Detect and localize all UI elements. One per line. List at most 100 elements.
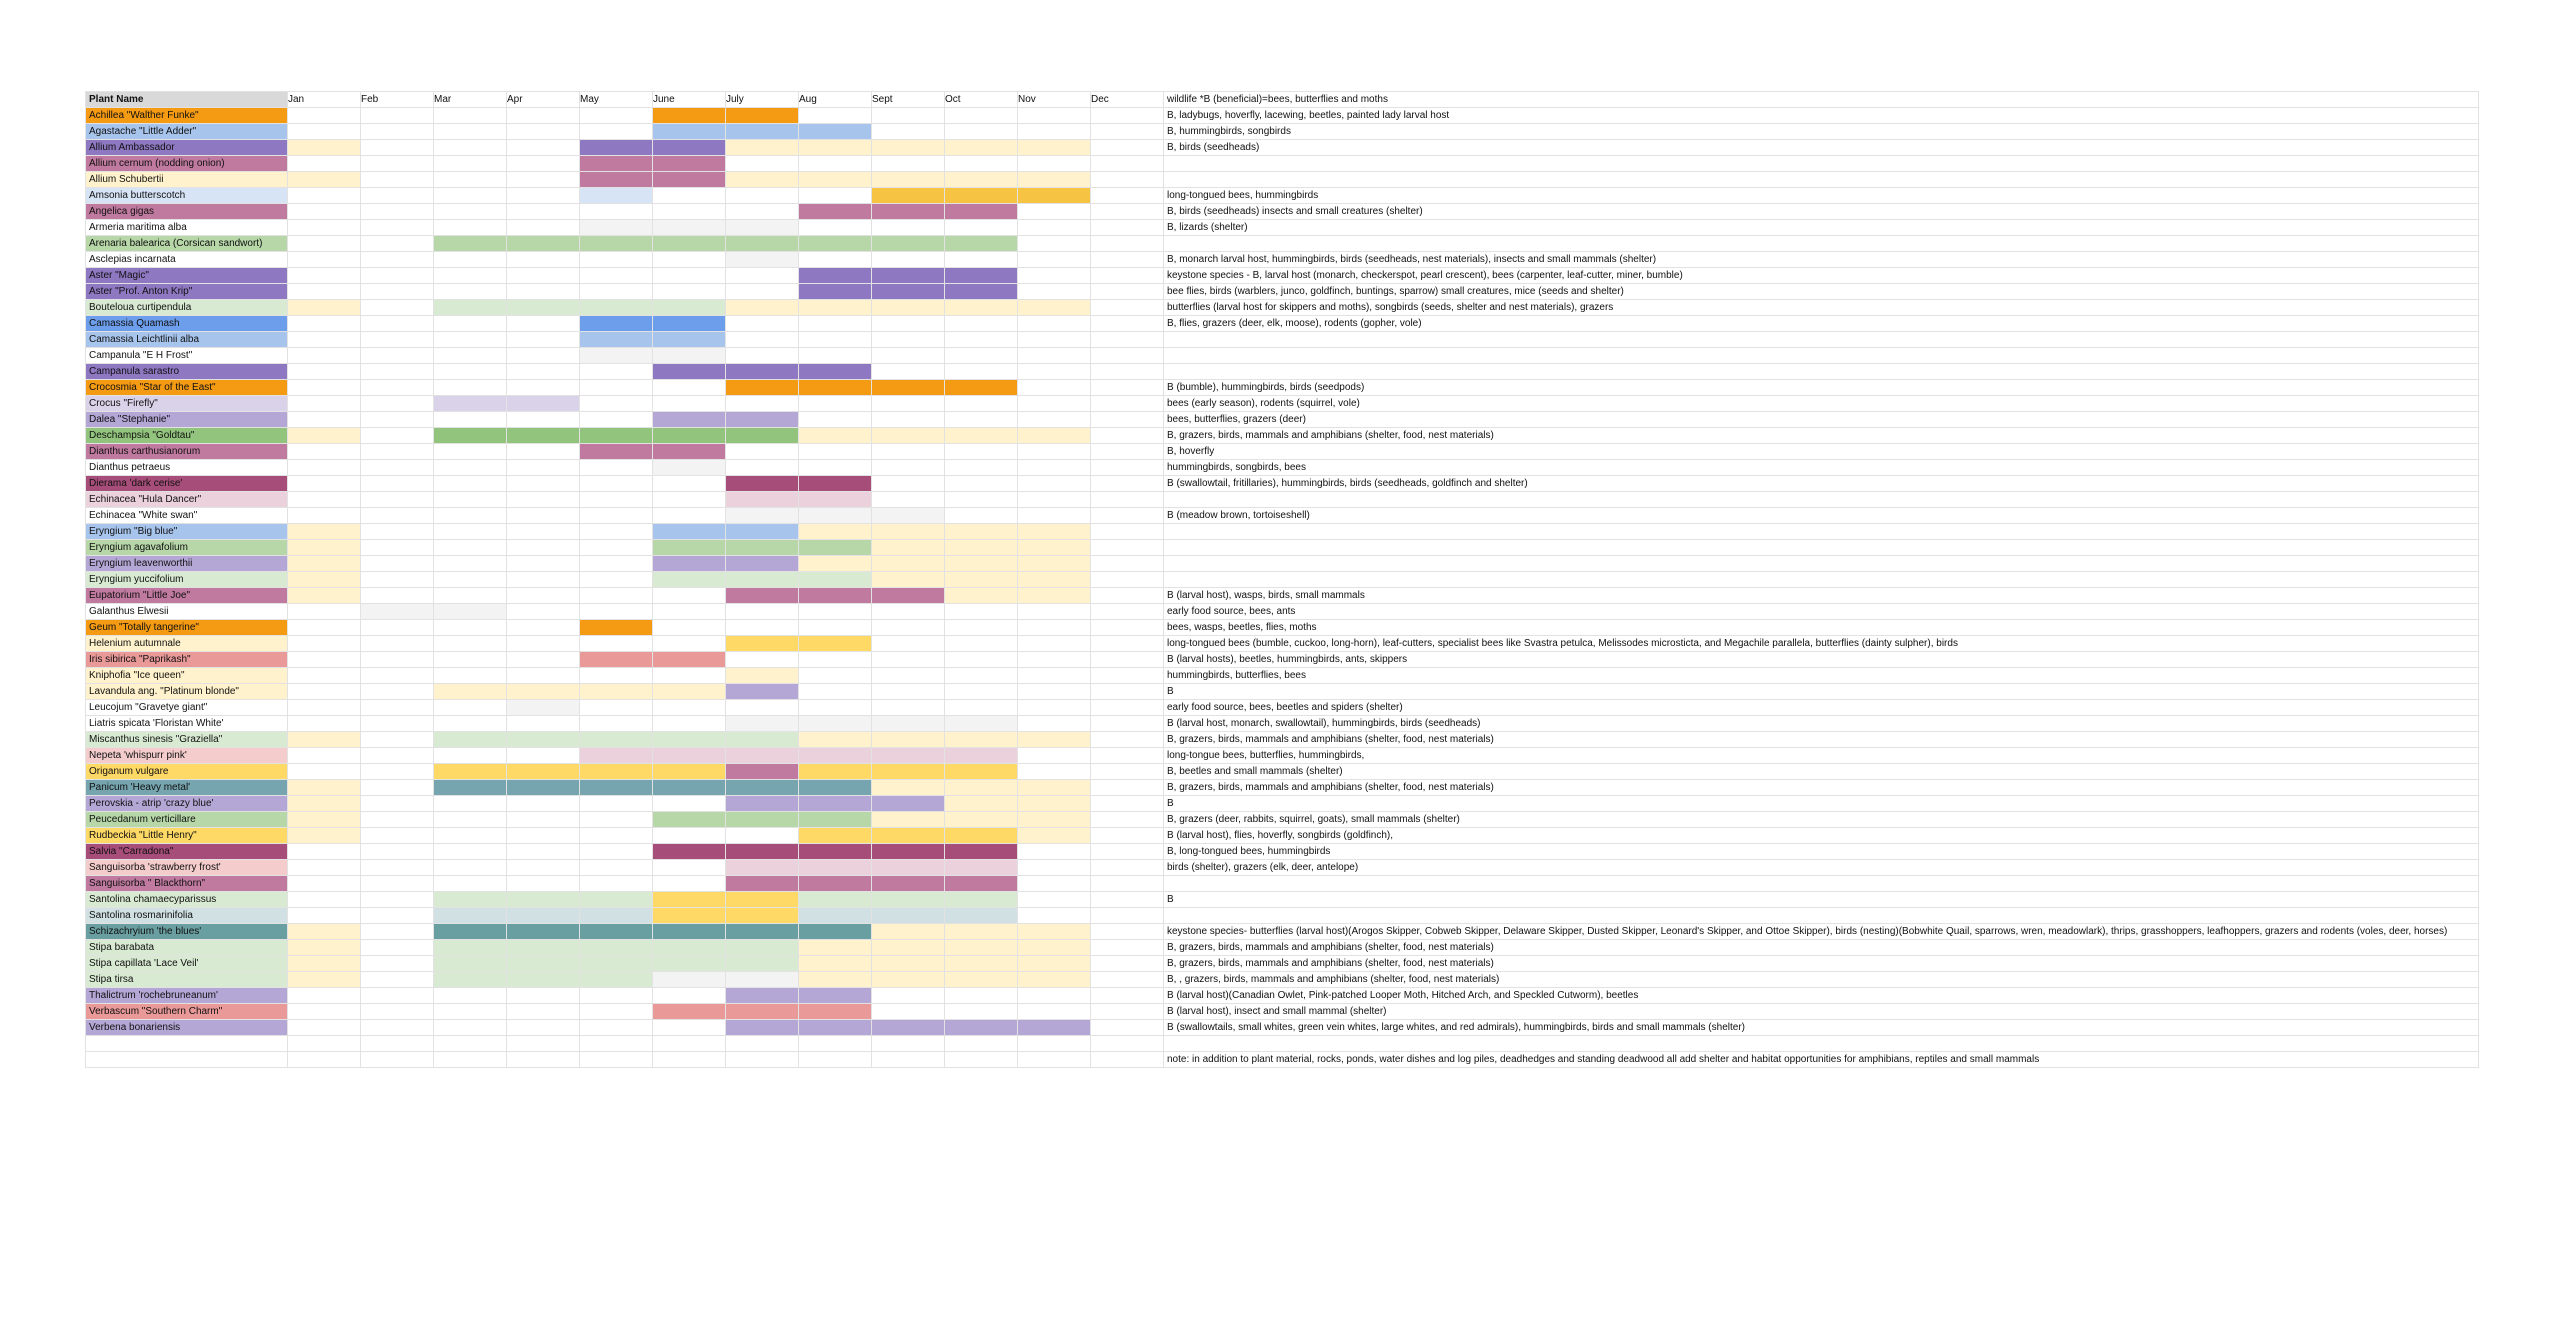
month-cell-june[interactable]	[652, 571, 726, 588]
month-cell-apr[interactable]	[506, 155, 580, 172]
month-cell-sept[interactable]	[871, 779, 945, 796]
month-cell-sept[interactable]	[871, 539, 945, 556]
month-cell-apr[interactable]	[506, 875, 580, 892]
month-cell-july[interactable]	[725, 715, 799, 732]
month-cell-feb[interactable]	[360, 187, 434, 204]
month-cell-oct[interactable]	[944, 315, 1018, 332]
month-cell-sept[interactable]	[871, 827, 945, 844]
month-cell-apr[interactable]	[506, 459, 580, 476]
month-cell-sept[interactable]	[871, 427, 945, 444]
wildlife-notes-cell[interactable]: long-tongue bees, butterflies, hummingbi…	[1163, 747, 2479, 764]
month-cell-june[interactable]	[652, 603, 726, 620]
wildlife-notes-cell[interactable]: B, beetles and small mammals (shelter)	[1163, 763, 2479, 780]
month-cell-june[interactable]	[652, 1003, 726, 1020]
month-cell-apr[interactable]	[506, 779, 580, 796]
month-cell-july[interactable]	[725, 443, 799, 460]
month-cell-feb[interactable]	[360, 939, 434, 956]
month-cell-nov[interactable]	[1017, 651, 1091, 668]
month-cell-aug[interactable]	[798, 811, 872, 828]
month-cell-mar[interactable]	[433, 603, 507, 620]
month-cell-apr[interactable]	[506, 891, 580, 908]
month-cell-feb[interactable]	[360, 1019, 434, 1036]
header-month-july[interactable]: July	[725, 91, 799, 108]
plant-name-cell[interactable]: Crocosmia "Star of the East"	[85, 379, 288, 396]
month-cell-apr[interactable]	[506, 651, 580, 668]
month-cell-jan[interactable]	[287, 779, 361, 796]
month-cell-mar[interactable]	[433, 619, 507, 636]
month-cell-may[interactable]	[579, 491, 653, 508]
month-cell-mar[interactable]	[433, 987, 507, 1004]
plant-name-cell[interactable]: Eryngium "Big blue"	[85, 523, 288, 540]
month-cell-jan[interactable]	[287, 1051, 361, 1068]
plant-name-cell[interactable]: Geum "Totally tangerine"	[85, 619, 288, 636]
month-cell-jan[interactable]	[287, 347, 361, 364]
month-cell-feb[interactable]	[360, 971, 434, 988]
month-cell-oct[interactable]	[944, 155, 1018, 172]
month-cell-mar[interactable]	[433, 715, 507, 732]
month-cell-july[interactable]	[725, 203, 799, 220]
month-cell-dec[interactable]	[1090, 523, 1164, 540]
month-cell-oct[interactable]	[944, 555, 1018, 572]
month-cell-june[interactable]	[652, 491, 726, 508]
month-cell-dec[interactable]	[1090, 715, 1164, 732]
month-cell-oct[interactable]	[944, 859, 1018, 876]
wildlife-notes-cell[interactable]	[1163, 347, 2479, 364]
month-cell-apr[interactable]	[506, 427, 580, 444]
month-cell-aug[interactable]	[798, 187, 872, 204]
month-cell-apr[interactable]	[506, 443, 580, 460]
month-cell-apr[interactable]	[506, 203, 580, 220]
month-cell-june[interactable]	[652, 315, 726, 332]
month-cell-mar[interactable]	[433, 539, 507, 556]
month-cell-mar[interactable]	[433, 683, 507, 700]
month-cell-may[interactable]	[579, 843, 653, 860]
month-cell-oct[interactable]	[944, 203, 1018, 220]
month-cell-sept[interactable]	[871, 939, 945, 956]
month-cell-oct[interactable]	[944, 219, 1018, 236]
month-cell-aug[interactable]	[798, 907, 872, 924]
month-cell-june[interactable]	[652, 907, 726, 924]
month-cell-oct[interactable]	[944, 267, 1018, 284]
month-cell-dec[interactable]	[1090, 779, 1164, 796]
month-cell-feb[interactable]	[360, 315, 434, 332]
month-cell-mar[interactable]	[433, 923, 507, 940]
month-cell-sept[interactable]	[871, 763, 945, 780]
plant-name-cell[interactable]: Crocus "Firefly"	[85, 395, 288, 412]
month-cell-may[interactable]	[579, 331, 653, 348]
month-cell-aug[interactable]	[798, 875, 872, 892]
plant-name-cell[interactable]: Thalictrum 'rochebruneanum'	[85, 987, 288, 1004]
month-cell-feb[interactable]	[360, 411, 434, 428]
month-cell-feb[interactable]	[360, 587, 434, 604]
month-cell-sept[interactable]	[871, 875, 945, 892]
month-cell-july[interactable]	[725, 155, 799, 172]
month-cell-may[interactable]	[579, 363, 653, 380]
month-cell-nov[interactable]	[1017, 107, 1091, 124]
month-cell-july[interactable]	[725, 347, 799, 364]
month-cell-dec[interactable]	[1090, 187, 1164, 204]
month-cell-oct[interactable]	[944, 779, 1018, 796]
month-cell-dec[interactable]	[1090, 667, 1164, 684]
month-cell-july[interactable]	[725, 859, 799, 876]
month-cell-jan[interactable]	[287, 1003, 361, 1020]
month-cell-feb[interactable]	[360, 251, 434, 268]
month-cell-aug[interactable]	[798, 859, 872, 876]
month-cell-nov[interactable]	[1017, 699, 1091, 716]
month-cell-june[interactable]	[652, 779, 726, 796]
month-cell-nov[interactable]	[1017, 395, 1091, 412]
month-cell-oct[interactable]	[944, 235, 1018, 252]
month-cell-aug[interactable]	[798, 347, 872, 364]
month-cell-june[interactable]	[652, 619, 726, 636]
month-cell-july[interactable]	[725, 235, 799, 252]
month-cell-dec[interactable]	[1090, 203, 1164, 220]
month-cell-jan[interactable]	[287, 299, 361, 316]
month-cell-jan[interactable]	[287, 427, 361, 444]
month-cell-july[interactable]	[725, 1019, 799, 1036]
month-cell-dec[interactable]	[1090, 731, 1164, 748]
wildlife-notes-cell[interactable]: B (larval host), flies, hoverfly, songbi…	[1163, 827, 2479, 844]
month-cell-aug[interactable]	[798, 395, 872, 412]
month-cell-aug[interactable]	[798, 843, 872, 860]
month-cell-aug[interactable]	[798, 747, 872, 764]
month-cell-sept[interactable]	[871, 475, 945, 492]
month-cell-july[interactable]	[725, 971, 799, 988]
month-cell-june[interactable]	[652, 395, 726, 412]
month-cell-june[interactable]	[652, 539, 726, 556]
